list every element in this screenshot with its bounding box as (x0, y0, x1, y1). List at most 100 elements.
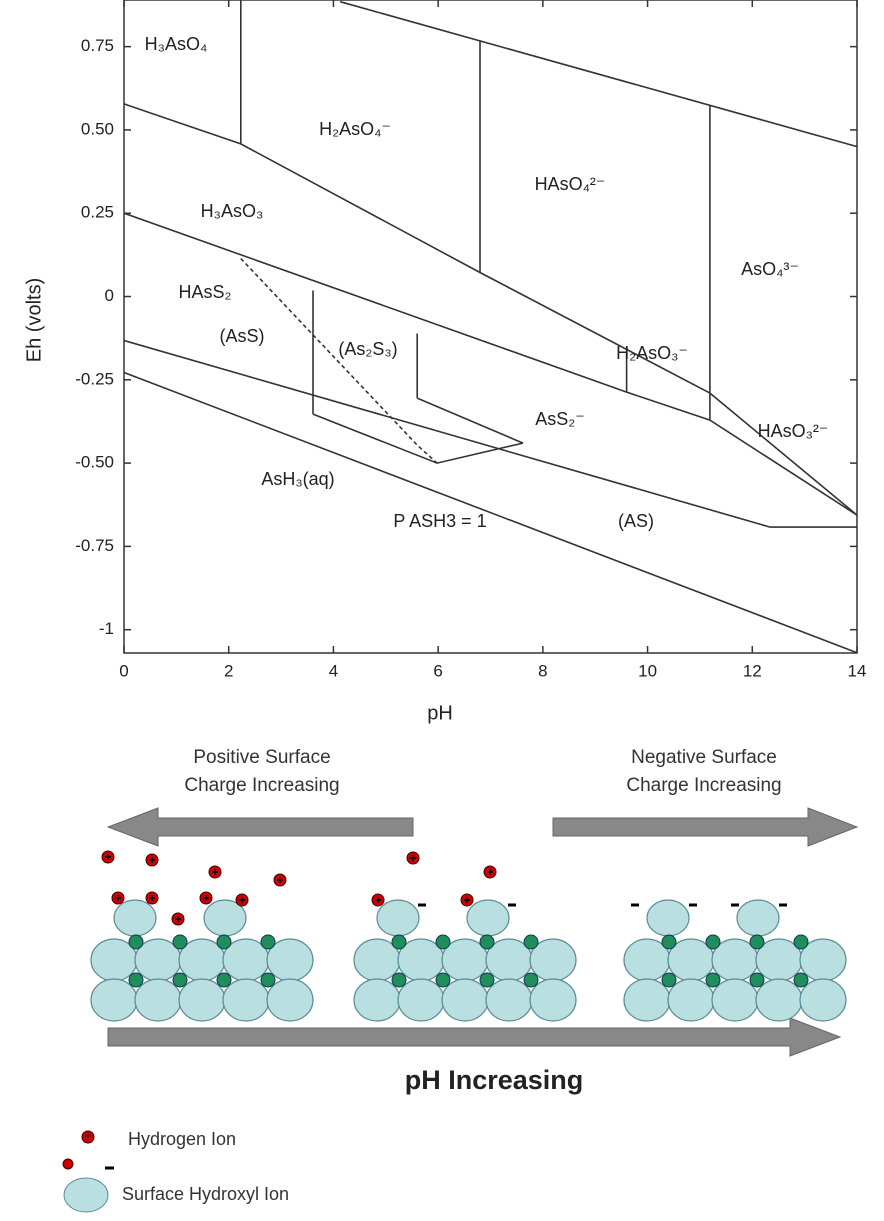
metal-atom (172, 934, 188, 950)
y-tick-label: -0.25 (75, 369, 114, 388)
x-axis-label: pH (427, 702, 453, 724)
metal-atom (128, 934, 144, 950)
region-label: HAsO₃²⁻ (758, 421, 829, 441)
region-label: AsS₂⁻ (535, 409, 585, 429)
boundary-line (312, 413, 524, 464)
metal-atom (661, 972, 677, 988)
left-caption: Charge Increasing (184, 775, 339, 796)
legend-label: Surface Hydroxyl Ion (122, 1184, 289, 1204)
surface-atom (222, 978, 270, 1022)
right-caption: Charge Increasing (626, 775, 781, 796)
x-tick-label: 0 (119, 661, 128, 680)
boundary-line (123, 339, 857, 528)
metal-atom (479, 972, 495, 988)
right-caption: Negative Surface (631, 747, 777, 768)
region-label: P ASH3 = 1 (393, 511, 486, 531)
metal-atom (523, 934, 539, 950)
y-tick-label: -0.50 (75, 453, 114, 472)
region-label: H₃AsO₄ (145, 34, 208, 54)
y-axis-label: Eh (volts) (23, 278, 45, 362)
boundary-line (416, 397, 524, 444)
region-label: (AS) (618, 511, 654, 531)
surface-atom (90, 978, 138, 1022)
metal-atom (172, 972, 188, 988)
region-label: (As₂S₃) (338, 339, 397, 359)
y-tick-label: 0.50 (81, 119, 114, 138)
x-tick-label: 14 (848, 661, 867, 680)
y-tick-label: 0 (105, 286, 114, 305)
plot-frame (123, 0, 858, 654)
right-arrow (552, 807, 859, 847)
x-tick-label: 2 (224, 661, 233, 680)
surface-atom (397, 978, 445, 1022)
surface-hydroxyl (736, 899, 780, 937)
metal-atom (128, 972, 144, 988)
left-caption: Positive Surface (193, 747, 330, 768)
boundary-line (123, 103, 858, 516)
region-label: AsO₄³⁻ (741, 259, 799, 279)
surface-hydroxyl (113, 899, 157, 937)
region-label: HAsO₄²⁻ (535, 174, 606, 194)
boundary-line (240, 257, 438, 464)
surface-hydroxyl (646, 899, 690, 937)
surface-hydroxyl (466, 899, 510, 937)
legend-ion-icon (62, 1158, 74, 1170)
legend-hydroxyl-icon (63, 1177, 109, 1213)
metal-atom (793, 972, 809, 988)
surface-atom (529, 978, 577, 1022)
region-label: (AsS) (220, 326, 265, 346)
boundary-line (123, 371, 858, 654)
surface-atom (485, 978, 533, 1022)
metal-atom (749, 972, 765, 988)
surface-atom (441, 978, 489, 1022)
region-label: HAsS₂ (179, 282, 232, 302)
region-label: H₃AsO₃ (201, 201, 264, 221)
surface-atom (134, 978, 182, 1022)
y-tick-label: -1 (99, 619, 114, 638)
metal-atom (391, 972, 407, 988)
surface-atom (266, 978, 314, 1022)
metal-atom (661, 934, 677, 950)
surface-atom (799, 978, 847, 1022)
legend-label: Hydrogen Ion (128, 1129, 236, 1149)
surface-atom (178, 978, 226, 1022)
bottom-caption: pH Increasing (405, 1065, 584, 1095)
surface-atom (623, 978, 671, 1022)
x-tick-label: 4 (329, 661, 338, 680)
surface-atom (711, 978, 759, 1022)
y-tick-label: 0.75 (81, 36, 114, 55)
eh-ph-diagram: 0.75 0.50 0.25 0 -0.25 -0.50 -0.75 -1 0 2 4 6 8 10 12 1… (75, 0, 866, 680)
surface-atom (353, 978, 401, 1022)
metal-atom (260, 972, 276, 988)
surface-atom (755, 978, 803, 1022)
region-label: AsH₃(aq) (261, 469, 334, 489)
metal-atom (216, 972, 232, 988)
surface-schematic (90, 850, 847, 1022)
legend-plus: + (85, 1132, 91, 1143)
metal-atom (260, 934, 276, 950)
x-tick-label: 12 (743, 661, 762, 680)
metal-atom (793, 934, 809, 950)
metal-atom (705, 934, 721, 950)
metal-atom (435, 934, 451, 950)
boundary-line (339, 0, 858, 148)
y-tick-label: 0.25 (81, 203, 114, 222)
metal-atom (523, 972, 539, 988)
metal-atom (216, 934, 232, 950)
x-tick-label: 10 (638, 661, 657, 680)
left-arrow (106, 807, 414, 847)
y-tick-label: -0.75 (75, 536, 114, 555)
x-tick-label: 8 (538, 661, 547, 680)
metal-atom (435, 972, 451, 988)
ph-arrow (107, 1017, 842, 1057)
boundary-line (123, 212, 858, 516)
metal-atom (391, 934, 407, 950)
region-label: H₂AsO₃⁻ (616, 343, 688, 363)
surface-hydroxyl (376, 899, 420, 937)
x-tick-label: 6 (433, 661, 442, 680)
metal-atom (479, 934, 495, 950)
legend-hydrogen-icon (81, 1130, 95, 1144)
surface-atom (667, 978, 715, 1022)
metal-atom (705, 972, 721, 988)
